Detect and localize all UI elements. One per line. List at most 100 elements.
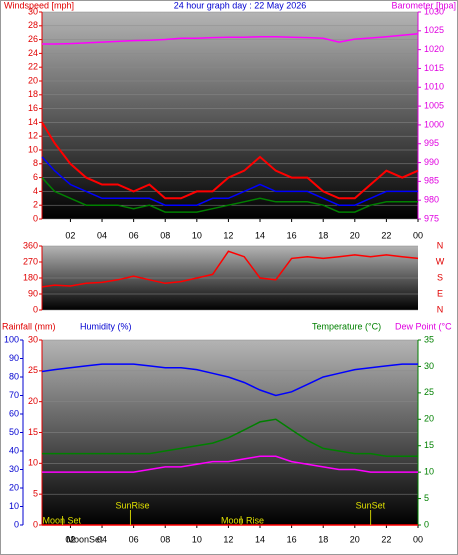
compass-label: N — [437, 304, 444, 314]
compass-label: N — [437, 240, 444, 250]
y-tick-label: 0 — [33, 519, 38, 529]
x-tick-label: 20 — [350, 534, 360, 544]
series-line — [41, 121, 419, 200]
y2-tick-label: 1020 — [424, 44, 444, 54]
y-tick-label: 10 — [28, 144, 38, 154]
y-tick-label: 25 — [28, 365, 38, 375]
humidity-tick-label: 50 — [9, 427, 19, 437]
series-line — [41, 177, 418, 213]
humidity-tick-label: 90 — [9, 353, 19, 363]
y2-tick-label: 15 — [424, 440, 434, 450]
y-tick-label: 270 — [23, 256, 38, 266]
baro-axis-title: Barometer [hpa] — [391, 0, 456, 10]
x-tick-label: 04 — [97, 534, 107, 544]
x-tick-label: 18 — [318, 230, 328, 240]
y-tick-label: 14 — [28, 117, 38, 127]
x-tick-label: 08 — [160, 230, 170, 240]
y-tick-label: 16 — [28, 103, 38, 113]
x-tick-label: 00 — [413, 534, 423, 544]
x-tick-label: 12 — [223, 534, 233, 544]
rain-axis-title: Rainfall (mm) — [2, 321, 56, 331]
x-tick-label: 02 — [65, 534, 75, 544]
series-line — [41, 156, 418, 206]
compass-label: S — [437, 272, 443, 282]
x-tick-label: 06 — [129, 534, 139, 544]
y2-tick-label: 30 — [424, 361, 434, 371]
x-tick-label: 14 — [255, 534, 265, 544]
humidity-tick-label: 20 — [9, 482, 19, 492]
annotation: SunRise — [115, 500, 149, 510]
y-tick-label: 24 — [28, 48, 38, 58]
y2-tick-label: 995 — [424, 138, 439, 148]
wind-axis-title: Windspeed [mph] — [4, 0, 74, 10]
y2-tick-label: 1015 — [424, 63, 444, 73]
y2-tick-label: 20 — [424, 414, 434, 424]
humidity-axis-title: Humidity (%) — [80, 321, 132, 331]
humidity-tick-label: 10 — [9, 501, 19, 511]
x-tick-label: 12 — [223, 230, 233, 240]
y2-tick-label: 25 — [424, 387, 434, 397]
x-tick-label: 08 — [160, 534, 170, 544]
y2-tick-label: 5 — [424, 493, 429, 503]
y-tick-label: 90 — [28, 288, 38, 298]
y2-tick-label: 990 — [424, 157, 439, 167]
compass-label: W — [436, 256, 445, 266]
y-tick-label: 0 — [33, 304, 38, 314]
y-tick-label: 360 — [23, 240, 38, 250]
y-tick-label: 12 — [28, 131, 38, 141]
y-tick-label: 18 — [28, 89, 38, 99]
compass-label: E — [437, 288, 443, 298]
humidity-tick-label: 0 — [14, 519, 19, 529]
temp-axis-title: Temperature (°C) — [312, 321, 381, 331]
y2-tick-label: 0 — [424, 519, 429, 529]
y2-tick-label: 1000 — [424, 119, 444, 129]
humidity-tick-label: 70 — [9, 390, 19, 400]
x-tick-label: 14 — [255, 230, 265, 240]
y-tick-label: 8 — [33, 158, 38, 168]
y-tick-label: 180 — [23, 272, 38, 282]
y-tick-label: 2 — [33, 200, 38, 210]
annotation: SunSet — [356, 500, 386, 510]
y2-tick-label: 10 — [424, 467, 434, 477]
y2-tick-label: 1010 — [424, 82, 444, 92]
y-tick-label: 26 — [28, 34, 38, 44]
y-tick-label: 22 — [28, 62, 38, 72]
y-tick-label: 28 — [28, 20, 38, 30]
y-tick-label: 5 — [33, 489, 38, 499]
x-tick-label: 10 — [192, 230, 202, 240]
x-tick-label: 16 — [287, 534, 297, 544]
y2-tick-label: 985 — [424, 176, 439, 186]
humidity-tick-label: 40 — [9, 445, 19, 455]
series-line — [42, 33, 419, 45]
x-tick-label: 06 — [129, 230, 139, 240]
y2-tick-label: 1030 — [424, 6, 444, 16]
x-tick-label: 10 — [192, 534, 202, 544]
humidity-tick-label: 30 — [9, 464, 19, 474]
y-tick-label: 0 — [33, 213, 38, 223]
y2-tick-label: 975 — [424, 213, 439, 223]
plot-background — [42, 12, 418, 219]
series-line — [41, 250, 419, 288]
y-tick-label: 30 — [28, 334, 38, 344]
y2-tick-label: 35 — [424, 334, 434, 344]
x-tick-label: 04 — [97, 230, 107, 240]
x-tick-label: 00 — [413, 230, 423, 240]
series-line — [42, 418, 418, 458]
y-tick-label: 20 — [28, 75, 38, 85]
y-tick-label: 10 — [28, 458, 38, 468]
x-tick-label: 16 — [287, 230, 297, 240]
y2-tick-label: 980 — [424, 195, 439, 205]
annotation: Moon Rise — [221, 515, 264, 525]
y2-tick-label: 1005 — [424, 100, 444, 110]
y-tick-label: 20 — [28, 396, 38, 406]
series-line — [41, 363, 418, 397]
humidity-tick-label: 60 — [9, 408, 19, 418]
annotation: MoonSet — [67, 534, 104, 544]
series-line — [42, 455, 418, 473]
chart-title: 24 hour graph day : 22 May 2026 — [174, 0, 307, 10]
humidity-tick-label: 80 — [9, 371, 19, 381]
dew-axis-title: Dew Point (°C — [395, 321, 452, 331]
annotation: Moon Set — [43, 515, 82, 525]
x-tick-label: 02 — [65, 230, 75, 240]
